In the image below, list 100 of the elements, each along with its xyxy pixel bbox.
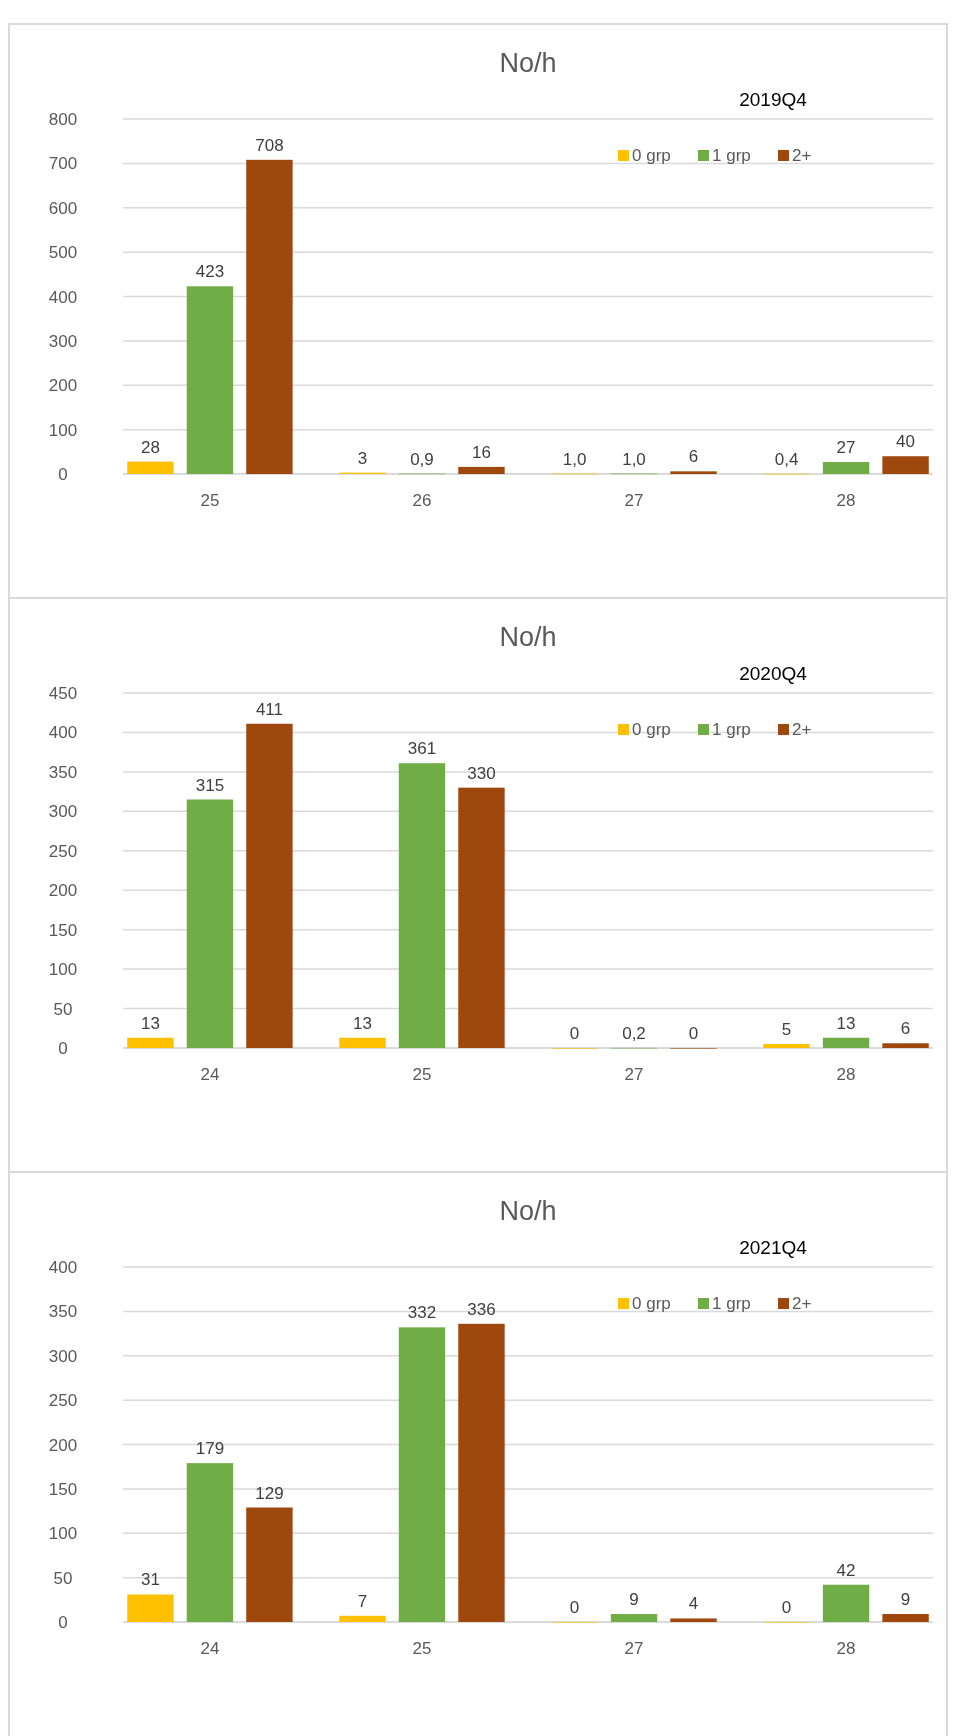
- chart-subtitle: 2021Q4: [739, 1237, 808, 1258]
- bar: [398, 763, 446, 1048]
- data-label: 13: [353, 1013, 372, 1033]
- y-tick-label: 100: [48, 420, 78, 440]
- bar: [246, 723, 293, 1048]
- y-tick-label: 250: [48, 841, 78, 861]
- y-tick-label: 50: [53, 1568, 73, 1588]
- bar: [822, 462, 870, 474]
- bar: [670, 1618, 717, 1622]
- y-tick-label: 350: [48, 1302, 78, 1322]
- legend-label: 0 grp: [632, 146, 671, 165]
- bar: [127, 461, 174, 474]
- x-tick-label: 27: [624, 1639, 644, 1658]
- data-label: 0: [569, 1024, 580, 1043]
- bar: [882, 456, 929, 474]
- data-label: 129: [255, 1483, 284, 1503]
- x-tick-label: 28: [836, 1065, 856, 1084]
- data-label: 330: [467, 763, 496, 783]
- bar: [882, 1614, 929, 1622]
- legend-label: 0 grp: [632, 1294, 671, 1313]
- legend-label: 2+: [792, 720, 812, 739]
- bar: [822, 1584, 870, 1622]
- bar: [610, 1614, 658, 1622]
- y-tick-label: 0: [58, 1039, 68, 1058]
- data-label: 13: [836, 1013, 856, 1033]
- y-tick-label: 800: [48, 110, 78, 129]
- data-label: 179: [195, 1439, 225, 1459]
- x-tick-label: 24: [200, 1639, 220, 1658]
- y-tick-label: 150: [48, 920, 78, 940]
- y-tick-label: 300: [48, 1346, 78, 1366]
- x-tick-label: 25: [412, 1065, 432, 1084]
- bar: [670, 471, 717, 474]
- data-label: 361: [407, 739, 437, 759]
- bar: [822, 1037, 870, 1048]
- data-label: 411: [255, 699, 283, 719]
- y-tick-label: 200: [48, 881, 78, 901]
- x-tick-label: 27: [624, 491, 644, 510]
- legend-label: 1 grp: [712, 1294, 751, 1313]
- bar: [458, 466, 505, 474]
- x-tick-label: 28: [836, 1639, 856, 1658]
- bar: [339, 1615, 386, 1622]
- bar: [246, 1507, 293, 1622]
- y-tick-label: 100: [48, 960, 78, 980]
- data-label: 9: [629, 1590, 639, 1610]
- bar: [882, 1043, 929, 1048]
- bar: [763, 1044, 810, 1048]
- chart-subtitle: 2019Q4: [739, 89, 808, 110]
- data-label: 27: [836, 438, 856, 458]
- data-label: 0,9: [410, 449, 434, 469]
- data-label: 6: [688, 447, 699, 467]
- data-label: 0: [781, 1598, 792, 1617]
- y-tick-label: 200: [48, 376, 78, 396]
- chart-title: No/h: [499, 622, 557, 652]
- legend-label: 1 grp: [712, 146, 751, 165]
- bar: [127, 1037, 174, 1048]
- data-label: 1,0: [622, 449, 646, 469]
- y-tick-label: 700: [48, 154, 78, 174]
- y-tick-label: 400: [48, 287, 78, 307]
- bar: [339, 1037, 386, 1048]
- y-tick-label: 200: [48, 1435, 78, 1455]
- chart-title: No/h: [499, 1196, 557, 1226]
- y-tick-label: 400: [48, 1258, 78, 1277]
- data-label: 4: [688, 1594, 699, 1614]
- data-label: 0: [688, 1024, 699, 1043]
- x-tick-label: 27: [624, 1065, 644, 1084]
- data-label: 6: [900, 1019, 911, 1039]
- x-tick-label: 24: [200, 1065, 220, 1084]
- chart-title: No/h: [499, 48, 557, 78]
- y-tick-label: 300: [48, 802, 78, 822]
- data-label: 7: [357, 1591, 368, 1611]
- x-tick-label: 28: [836, 491, 856, 510]
- bar: [186, 799, 234, 1048]
- data-label: 423: [195, 262, 225, 282]
- data-label: 28: [140, 437, 160, 457]
- data-label: 40: [896, 432, 916, 452]
- data-label: 0: [569, 1598, 580, 1617]
- data-label: 708: [255, 135, 284, 155]
- legend-label: 0 grp: [632, 720, 671, 739]
- y-tick-label: 150: [48, 1479, 78, 1499]
- bar: [458, 1323, 505, 1622]
- bar: [398, 1327, 446, 1622]
- y-tick-label: 50: [53, 999, 73, 1019]
- data-label: 5: [781, 1020, 792, 1040]
- legend-label: 2+: [792, 1294, 812, 1313]
- data-label: 0,2: [622, 1023, 646, 1043]
- data-label: 1,0: [562, 449, 587, 469]
- data-label: 336: [467, 1299, 496, 1319]
- y-tick-label: 500: [48, 243, 78, 263]
- legend-label: 2+: [792, 146, 812, 165]
- data-label: 3: [357, 448, 368, 468]
- y-tick-label: 250: [48, 1391, 78, 1411]
- data-label: 42: [836, 1560, 856, 1580]
- bar: [186, 286, 234, 474]
- data-label: 13: [140, 1013, 160, 1033]
- bar: [186, 1463, 234, 1622]
- data-label: 332: [407, 1303, 437, 1323]
- x-tick-label: 25: [200, 491, 220, 510]
- data-label: 16: [472, 442, 491, 462]
- y-tick-label: 100: [48, 1524, 78, 1544]
- data-label: 315: [195, 775, 225, 795]
